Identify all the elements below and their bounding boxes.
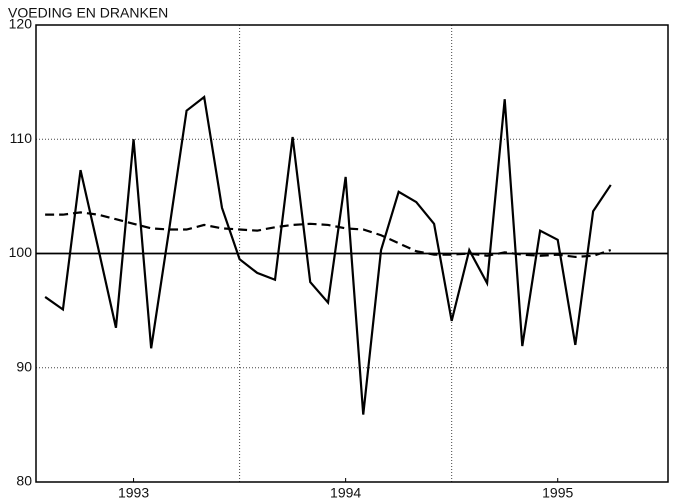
y-tick-label: 120 (9, 16, 33, 32)
chart-title: VOEDING EN DRANKEN (8, 5, 168, 21)
x-tick-label: 1993 (118, 485, 149, 501)
data-line (45, 211, 612, 259)
x-tick-label: 1995 (542, 485, 573, 501)
y-tick-label: 90 (16, 358, 32, 374)
y-tick-label: 110 (10, 130, 33, 146)
data-line (44, 94, 612, 415)
y-tick-label: 100 (9, 244, 33, 260)
x-tick-label: 1994 (330, 485, 361, 501)
y-tick-label: 80 (16, 473, 32, 489)
